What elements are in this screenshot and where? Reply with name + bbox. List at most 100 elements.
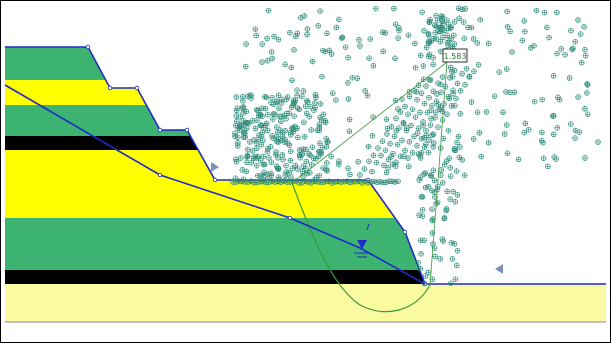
crosshair-circle-icon [268, 49, 275, 55]
crosshair-circle-icon [317, 8, 323, 14]
crosshair-circle-icon [283, 169, 290, 175]
crosshair-circle-icon [581, 24, 587, 30]
crosshair-circle-icon [470, 36, 477, 42]
crosshair-circle-icon [447, 173, 454, 179]
crosshair-circle-icon [411, 88, 417, 94]
water-table-vertex [158, 173, 162, 177]
crosshair-circle-icon [421, 171, 427, 177]
crosshair-circle-icon [444, 188, 450, 195]
crosshair-circle-icon [439, 180, 446, 186]
crosshair-circle-icon [440, 34, 446, 41]
crosshair-circle-icon [245, 146, 251, 153]
crosshair-circle-icon [369, 168, 375, 175]
crosshair-circle-icon [265, 7, 272, 14]
layer-yellow-2 [5, 150, 606, 218]
crosshair-circle-icon [347, 171, 353, 178]
boundary-vertex[interactable] [134, 85, 140, 91]
crosshair-circle-icon [426, 94, 432, 101]
crosshair-circle-icon [254, 179, 260, 185]
crosshair-circle-icon [405, 111, 411, 117]
factor-of-safety-label[interactable]: 1.583 [442, 48, 468, 63]
crosshair-circle-icon [454, 262, 460, 269]
crosshair-circle-icon [418, 251, 424, 257]
crosshair-circle-icon [445, 127, 452, 134]
crosshair-circle-icon [435, 124, 441, 130]
crosshair-circle-icon [540, 155, 547, 161]
crosshair-circle-icon [425, 40, 432, 47]
slip-limit-triangle-icon[interactable] [211, 162, 219, 172]
crosshair-circle-icon [309, 58, 316, 65]
crosshair-circle-icon [347, 179, 353, 186]
crosshair-circle-icon [452, 147, 459, 154]
crosshair-circle-icon [385, 156, 392, 163]
crosshair-circle-icon [275, 136, 282, 142]
crosshair-circle-icon [531, 42, 537, 49]
slip-limit-triangle-icon[interactable] [495, 264, 503, 274]
boundary-vertex[interactable] [402, 229, 408, 235]
crosshair-circle-icon [335, 178, 341, 185]
crosshair-circle-icon [421, 144, 428, 150]
crosshair-circle-icon [429, 217, 435, 224]
crosshair-circle-icon [582, 52, 589, 59]
crosshair-circle-icon [244, 152, 251, 159]
crosshair-circle-icon [402, 147, 408, 154]
crosshair-circle-icon [577, 31, 584, 37]
crosshair-circle-icon [252, 26, 259, 32]
crosshair-circle-icon [370, 152, 377, 159]
crosshair-circle-icon [332, 179, 338, 185]
crosshair-circle-icon [288, 132, 294, 138]
crosshair-circle-icon [462, 82, 468, 88]
crosshair-circle-icon [255, 172, 261, 179]
boundary-vertex[interactable] [85, 44, 91, 50]
crosshair-circle-icon [294, 92, 300, 99]
crosshair-circle-icon [544, 24, 550, 31]
crosshair-circle-icon [470, 136, 477, 142]
boundary-vertex[interactable] [212, 177, 218, 183]
crosshair-circle-icon [414, 96, 420, 103]
crosshair-circle-icon [346, 128, 353, 135]
slip-center-grid[interactable] [230, 5, 601, 287]
crosshair-circle-icon [373, 159, 380, 166]
crosshair-circle-icon [269, 178, 275, 184]
crosshair-circle-icon [312, 176, 318, 183]
boundary-vertex[interactable] [184, 127, 190, 133]
crosshair-circle-icon [266, 155, 272, 161]
crosshair-circle-icon [330, 90, 336, 96]
crosshair-circle-icon [243, 41, 249, 47]
crosshair-circle-icon [259, 41, 265, 47]
boundary-vertices[interactable] [85, 44, 428, 287]
crosshair-circle-icon [459, 6, 465, 13]
crosshair-circle-icon [417, 109, 423, 116]
crosshair-circle-icon [290, 102, 296, 108]
crosshair-circle-icon [468, 24, 475, 31]
crosshair-circle-icon [451, 241, 458, 247]
crosshair-circle-icon [475, 62, 482, 68]
crosshair-circle-icon [382, 147, 389, 153]
crosshair-circle-icon [383, 179, 389, 186]
crosshair-circle-icon [551, 154, 557, 160]
boundary-vertex[interactable] [107, 85, 113, 91]
crosshair-circle-icon [317, 101, 324, 107]
crosshair-circle-icon [566, 75, 573, 81]
crosshair-circle-icon [252, 125, 259, 132]
crosshair-circle-icon [391, 133, 398, 140]
crosshair-circle-icon [387, 141, 393, 147]
crosshair-circle-icon [303, 158, 310, 165]
crosshair-circle-icon [296, 106, 303, 113]
crosshair-circle-icon [438, 81, 444, 88]
crosshair-circle-icon [418, 90, 425, 96]
critical-slip-surface[interactable] [291, 182, 431, 313]
crosshair-circle-icon [519, 37, 526, 44]
crosshair-circle-icon [441, 215, 448, 221]
crosshair-circle-icon [451, 32, 457, 38]
crosshair-circle-icon [367, 36, 374, 42]
crosshair-circle-icon [439, 74, 446, 80]
crosshair-circle-icon [238, 155, 244, 161]
crosshair-circle-icon [305, 179, 311, 185]
crosshair-circle-icon [447, 75, 453, 81]
crosshair-circle-icon [485, 40, 492, 47]
boundary-vertex[interactable] [157, 127, 163, 133]
crosshair-circle-icon [393, 115, 399, 121]
